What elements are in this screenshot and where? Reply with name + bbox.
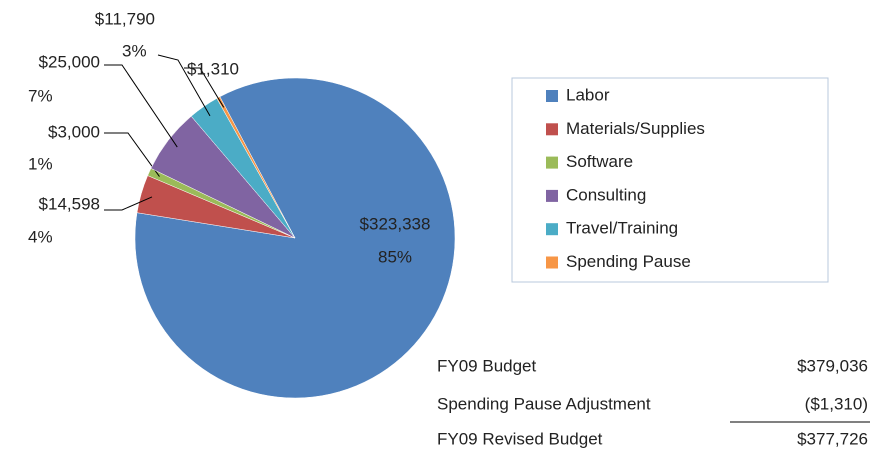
- summary-amount: $377,726: [797, 429, 868, 448]
- value-label: $25,000: [39, 52, 100, 71]
- legend-box: [511, 77, 829, 283]
- legend-swatch: [546, 223, 558, 236]
- value-label: $11,790: [95, 9, 155, 28]
- value-label: $14,598: [39, 194, 100, 213]
- percent-label: 85%: [378, 247, 412, 266]
- leader-line: [184, 67, 225, 108]
- summary-amount: $379,036: [797, 356, 868, 375]
- value-label: $323,338: [360, 214, 431, 233]
- percent-label: 7%: [28, 86, 53, 105]
- summary-amount: ($1,310): [805, 394, 868, 413]
- legend-swatch: [546, 189, 558, 202]
- summary-label: FY09 Revised Budget: [437, 429, 603, 448]
- legend-swatch: [546, 123, 558, 136]
- percent-label: 4%: [28, 227, 53, 246]
- leader-line: [104, 196, 153, 211]
- summary-label: Spending Pause Adjustment: [437, 394, 651, 413]
- legend-label: Consulting: [566, 185, 646, 204]
- legend-label: Software: [566, 152, 633, 171]
- value-label: $1,310: [187, 59, 239, 78]
- legend-swatch: [546, 256, 558, 269]
- summary-label: FY09 Budget: [437, 356, 537, 375]
- percent-label: 1%: [28, 154, 53, 173]
- legend-swatch: [546, 156, 558, 169]
- legend-swatch: [546, 90, 558, 102]
- legend-label: Materials/Supplies: [566, 119, 705, 138]
- value-label: $3,000: [48, 122, 100, 141]
- legend-label: Labor: [566, 85, 610, 104]
- leader-line: [104, 64, 178, 148]
- leader-line: [157, 54, 211, 117]
- legend-label: Spending Pause: [566, 252, 691, 271]
- percent-label: 3%: [122, 41, 147, 60]
- legend-label: Travel/Training: [566, 219, 678, 238]
- leader-line: [104, 132, 160, 177]
